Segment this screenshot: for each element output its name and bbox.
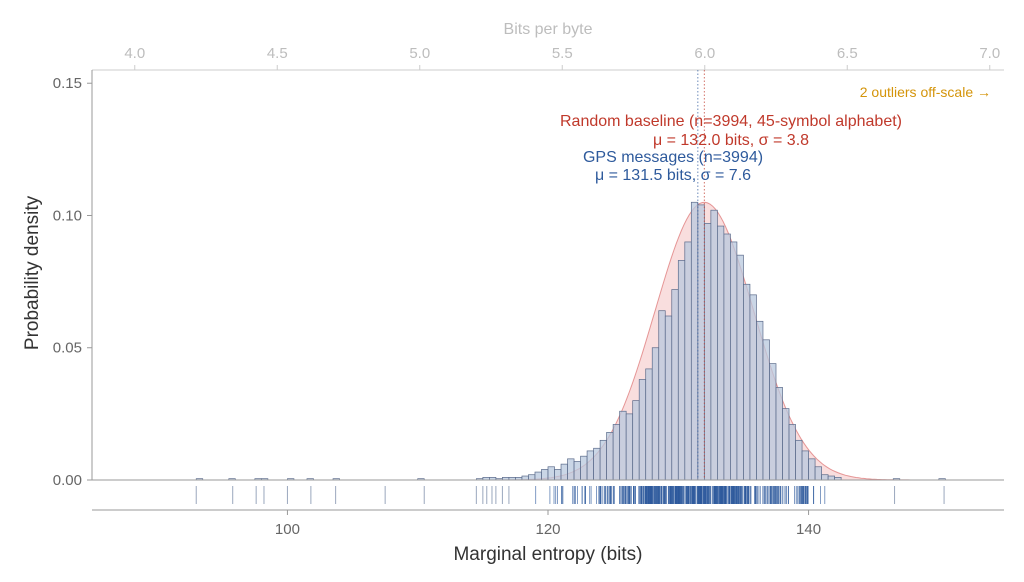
histogram-bar bbox=[534, 471, 542, 481]
histogram-bar bbox=[723, 233, 731, 481]
outliers-note: 2 outliers off-scale → bbox=[860, 84, 991, 100]
histogram-bar bbox=[625, 413, 634, 481]
top-tick-label: 6.5 bbox=[837, 45, 858, 62]
y-tick-label: 0.10 bbox=[53, 207, 82, 224]
histogram-bar bbox=[638, 379, 647, 481]
x-tick-label: 120 bbox=[535, 521, 560, 538]
histogram-bar bbox=[671, 289, 679, 481]
histogram-bar bbox=[769, 363, 777, 481]
histogram-bar bbox=[730, 241, 738, 481]
histogram-bar bbox=[547, 466, 555, 481]
histogram-bar bbox=[684, 241, 692, 481]
top-axis: 4.0 4.5 5.0 5.5 6.0 6.5 7.0 bbox=[92, 45, 1004, 71]
histogram-bar bbox=[619, 410, 627, 481]
baseline-annotation-title: Random baseline (n=3994, 45-symbol alpha… bbox=[560, 113, 902, 130]
x-axis-title: Marginal entropy (bits) bbox=[453, 544, 642, 565]
histogram-bar bbox=[664, 315, 673, 481]
x-tick-label: 100 bbox=[275, 521, 300, 538]
histogram-bar bbox=[690, 201, 699, 481]
histogram-bar bbox=[632, 400, 640, 481]
histogram-bar bbox=[717, 225, 725, 481]
histogram-bar bbox=[573, 461, 581, 481]
histogram-bar bbox=[743, 283, 751, 481]
histogram-bar bbox=[528, 474, 536, 481]
y-axis-title: Probability density bbox=[22, 195, 43, 350]
histogram-bar bbox=[703, 223, 712, 481]
x-tick-label: 140 bbox=[796, 521, 821, 538]
rug-plot bbox=[195, 486, 945, 504]
histogram-bar bbox=[645, 368, 653, 481]
histogram-bar bbox=[697, 204, 705, 481]
histogram-bar bbox=[821, 474, 829, 481]
histogram-bar bbox=[580, 455, 588, 481]
histogram-bar bbox=[560, 463, 568, 481]
y-tick-label: 0.05 bbox=[53, 340, 82, 357]
histogram-bar bbox=[554, 469, 562, 481]
histogram-bar bbox=[710, 209, 718, 481]
histogram-bar bbox=[808, 458, 816, 481]
histogram-bar bbox=[782, 408, 790, 481]
gps-annotation-stats: μ = 131.5 bits, σ = 7.6 bbox=[595, 167, 751, 184]
x-axis: 100 120 140 bbox=[92, 509, 1004, 538]
histogram-bar bbox=[677, 260, 686, 481]
histogram-bar bbox=[593, 447, 601, 481]
histogram-bar bbox=[762, 339, 770, 481]
histogram-bar bbox=[795, 439, 803, 481]
histogram-bar bbox=[599, 439, 607, 481]
baseline-annotation-stats: μ = 132.0 bits, σ = 3.8 bbox=[653, 132, 809, 149]
gps-annotation-title: GPS messages (n=3994) bbox=[583, 149, 763, 166]
y-axis: 0.00 0.05 0.10 0.15 bbox=[53, 70, 1004, 489]
histogram-bar bbox=[586, 450, 594, 481]
histogram-bar bbox=[606, 432, 614, 481]
top-tick-label: 6.0 bbox=[694, 45, 715, 62]
histogram-bar bbox=[801, 450, 809, 481]
histogram-bar bbox=[658, 310, 666, 481]
top-axis-title: Bits per byte bbox=[504, 21, 593, 38]
top-tick-label: 5.0 bbox=[409, 45, 430, 62]
histogram-bar bbox=[521, 475, 529, 481]
top-tick-label: 4.5 bbox=[267, 45, 288, 62]
top-tick-label: 4.0 bbox=[124, 45, 145, 62]
histogram-bar bbox=[814, 466, 822, 481]
histogram-bar bbox=[788, 424, 796, 481]
histogram-bar bbox=[736, 254, 744, 481]
histogram-bar bbox=[775, 387, 783, 481]
top-tick-label: 5.5 bbox=[552, 45, 573, 62]
y-tick-label: 0.00 bbox=[53, 472, 82, 489]
histogram-bar bbox=[756, 320, 764, 481]
histogram-bar bbox=[749, 294, 757, 481]
histogram-bar bbox=[612, 424, 621, 481]
y-tick-label: 0.15 bbox=[53, 75, 82, 92]
top-tick-label: 7.0 bbox=[979, 45, 1000, 62]
histogram-bar bbox=[651, 347, 660, 481]
histogram-bar bbox=[827, 475, 835, 481]
histogram-bar bbox=[541, 469, 549, 481]
histogram-bar bbox=[567, 458, 575, 481]
histogram-bars bbox=[195, 201, 946, 481]
